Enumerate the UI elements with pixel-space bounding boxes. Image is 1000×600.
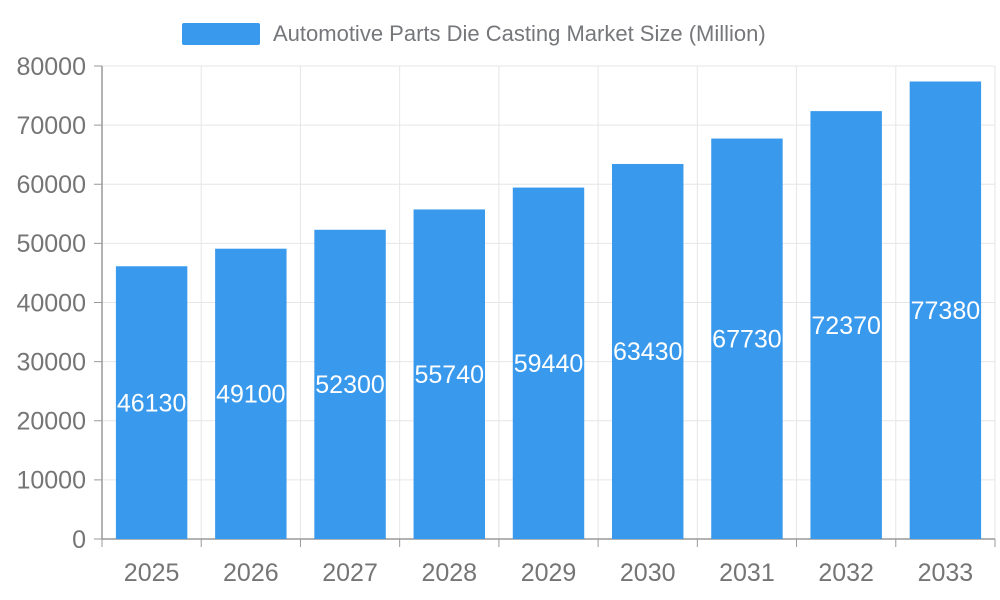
legend-label: Automotive Parts Die Casting Market Size… (273, 21, 766, 46)
y-axis-tick-label: 80000 (16, 53, 86, 81)
x-axis-tick-label: 2027 (322, 559, 378, 587)
y-axis-tick-label: 20000 (16, 408, 86, 436)
bar-value-label: 59440 (514, 350, 584, 378)
y-axis-tick-label: 40000 (16, 289, 86, 317)
bar-value-label: 49100 (216, 381, 286, 409)
x-axis-tick-label: 2030 (620, 559, 676, 587)
bar[interactable] (810, 111, 882, 540)
bar[interactable] (909, 81, 982, 539)
y-axis-tick-label: 0 (72, 526, 86, 554)
bar[interactable] (612, 163, 684, 539)
y-axis-tick-label: 60000 (16, 171, 86, 199)
bar-value-label: 46130 (117, 389, 187, 417)
x-axis-tick-label: 2025 (124, 559, 180, 587)
x-axis-tick-label: 2032 (818, 559, 874, 587)
bar-value-label: 52300 (315, 371, 385, 399)
bar-value-label: 63430 (613, 338, 683, 366)
bar[interactable] (413, 209, 485, 539)
bar[interactable] (215, 248, 287, 540)
bar-value-label: 55740 (415, 361, 485, 389)
bar-value-label: 72370 (811, 312, 881, 340)
y-axis-tick-label: 30000 (16, 348, 86, 376)
x-axis-tick-label: 2029 (521, 559, 577, 587)
bar-value-label: 77380 (911, 297, 981, 325)
x-axis-tick-label: 2031 (719, 559, 775, 587)
y-axis-tick-label: 10000 (16, 467, 86, 495)
bar[interactable] (314, 229, 386, 539)
legend[interactable]: Automotive Parts Die Casting Market Size… (182, 21, 766, 47)
bar[interactable] (115, 266, 188, 539)
y-axis-tick-label: 70000 (16, 112, 86, 140)
x-axis-tick-label: 2033 (918, 559, 974, 587)
legend-swatch (182, 23, 260, 45)
x-axis-tick-label: 2026 (223, 559, 279, 587)
x-axis-tick-label: 2028 (421, 559, 477, 587)
bar[interactable] (711, 138, 783, 539)
bar-value-label: 67730 (712, 326, 782, 354)
bar[interactable] (512, 187, 585, 539)
y-axis-tick-label: 50000 (16, 230, 86, 258)
